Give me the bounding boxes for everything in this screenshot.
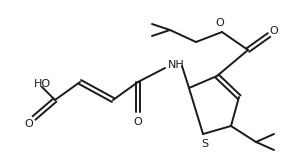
- Text: HO: HO: [34, 79, 51, 89]
- Text: O: O: [216, 18, 224, 28]
- Text: O: O: [269, 26, 278, 36]
- Text: O: O: [25, 119, 33, 129]
- Text: O: O: [134, 117, 142, 127]
- Text: NH: NH: [168, 60, 185, 70]
- Text: S: S: [201, 139, 209, 149]
